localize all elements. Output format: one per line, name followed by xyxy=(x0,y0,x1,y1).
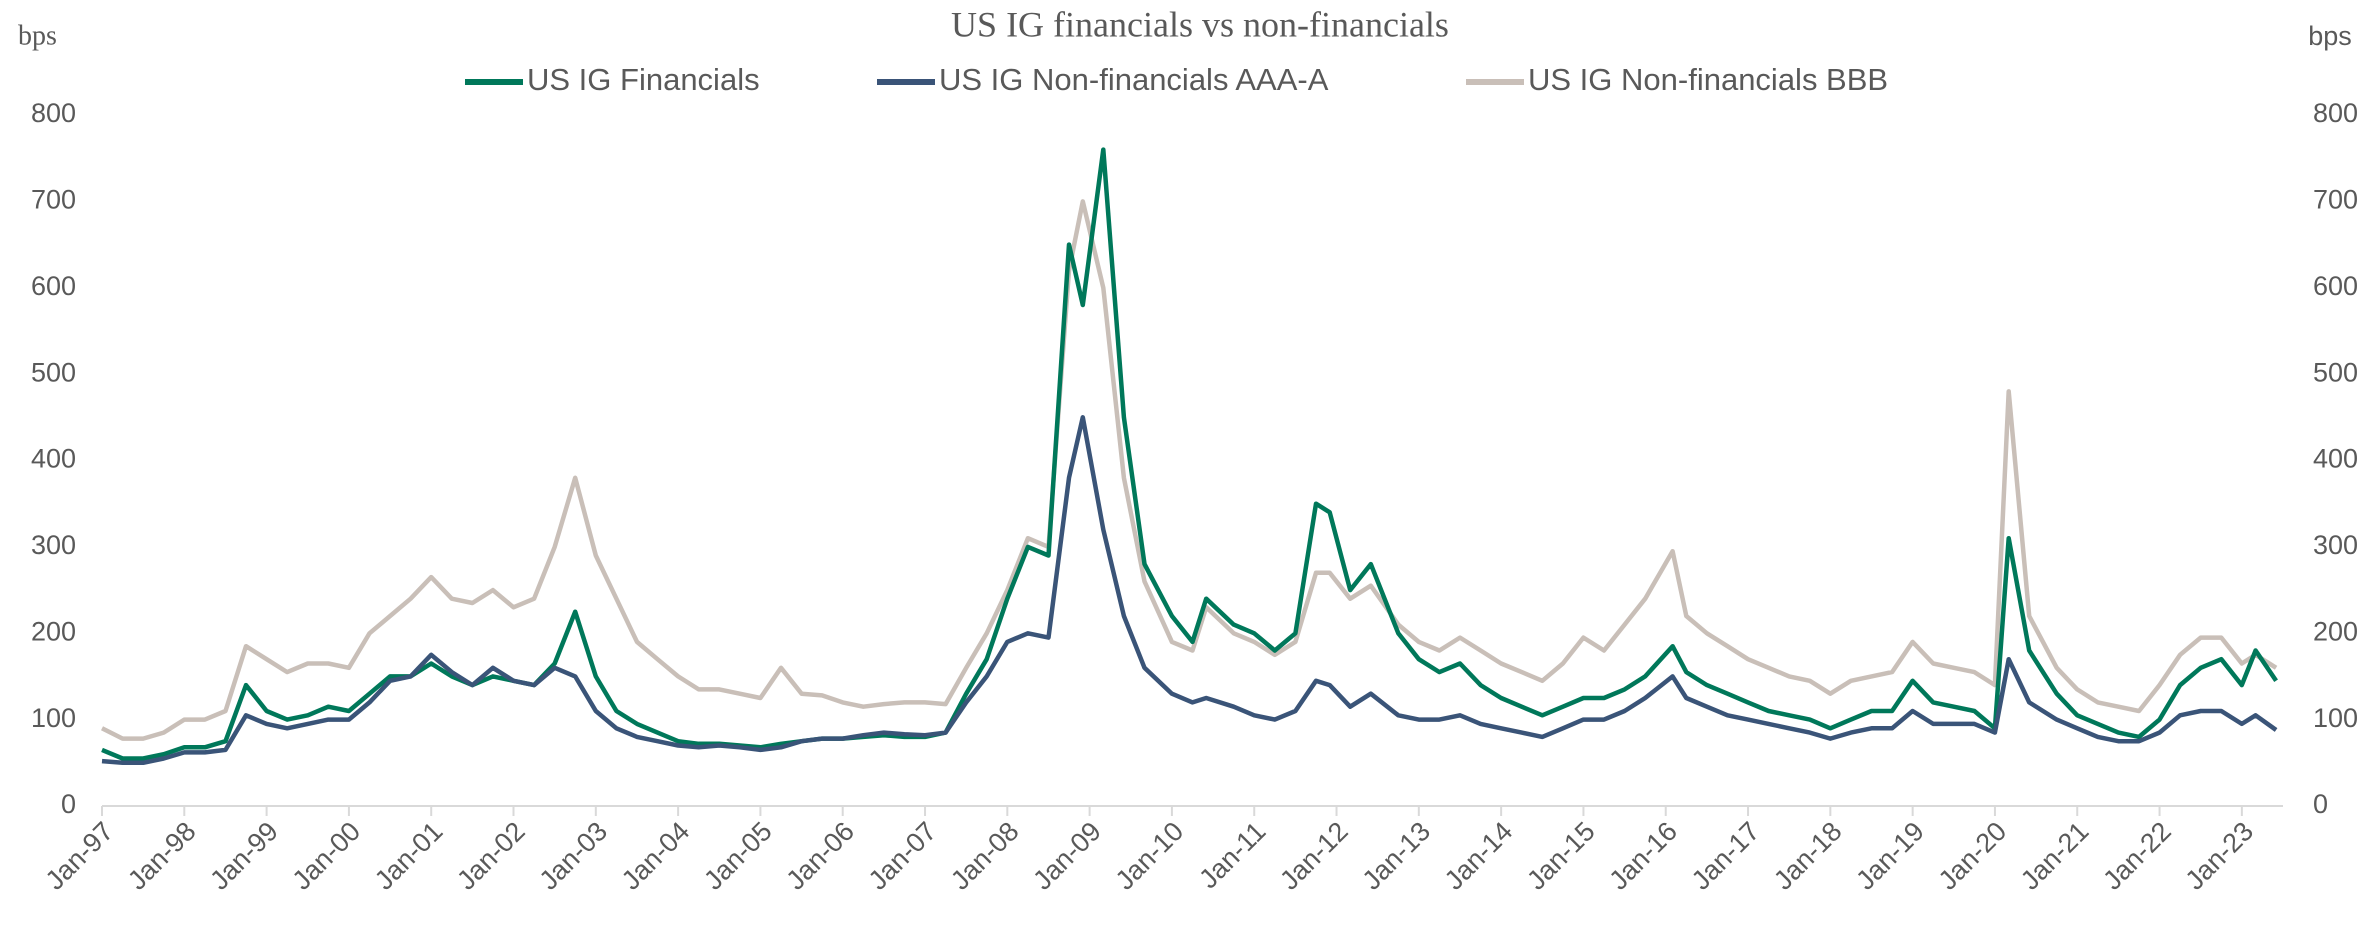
y2-axis-label: bps xyxy=(2308,21,2352,51)
x-tick-label: Jan-04 xyxy=(616,816,696,896)
legend-label: US IG Financials xyxy=(527,62,760,97)
x-tick-label: Jan-21 xyxy=(2015,816,2095,896)
y-tick-label: 800 xyxy=(31,98,76,128)
x-tick-label: Jan-13 xyxy=(1357,816,1437,896)
y-tick-label: 400 xyxy=(31,444,76,474)
x-tick-label: Jan-18 xyxy=(1768,816,1848,896)
series-line xyxy=(101,415,2278,766)
y2-tick-label: 300 xyxy=(2313,530,2358,560)
x-tick-label: Jan-00 xyxy=(287,816,367,896)
y-tick-label: 300 xyxy=(31,530,76,560)
legend-label: US IG Non-financials AAA-A xyxy=(939,62,1329,97)
x-tick-label: Jan-09 xyxy=(1027,816,1107,896)
x-tick-label: Jan-10 xyxy=(1110,816,1190,896)
x-tick-label: Jan-17 xyxy=(1686,816,1766,896)
x-tick-label: Jan-99 xyxy=(204,816,284,896)
y-tick-label: 0 xyxy=(61,789,76,819)
x-tick-label: Jan-01 xyxy=(369,816,449,896)
x-tick-label: Jan-05 xyxy=(698,816,778,896)
y-tick-label: 500 xyxy=(31,357,76,387)
legend-label: US IG Non-financials BBB xyxy=(1528,62,1888,97)
y2-tick-label: 0 xyxy=(2313,789,2328,819)
x-tick-label: Jan-07 xyxy=(863,816,943,896)
x-tick-label: Jan-06 xyxy=(780,816,860,896)
y2-tick-label: 400 xyxy=(2313,444,2358,474)
x-tick-label: Jan-98 xyxy=(122,816,202,896)
series-line xyxy=(100,199,2278,741)
x-tick-label: Jan-20 xyxy=(1933,816,2013,896)
x-tick-label: Jan-14 xyxy=(1439,816,1519,896)
x-tick-label: Jan-16 xyxy=(1603,816,1683,896)
x-tick-label: Jan-11 xyxy=(1193,816,1271,894)
x-tick-label: Jan-03 xyxy=(533,816,613,896)
chart-title: US IG financials vs non-financials xyxy=(951,4,1449,44)
y-tick-label: 100 xyxy=(31,703,76,733)
y2-tick-label: 100 xyxy=(2313,703,2358,733)
x-tick-label: Jan-22 xyxy=(2097,816,2177,896)
x-tick-label: Jan-12 xyxy=(1274,816,1354,896)
y2-tick-label: 700 xyxy=(2313,185,2358,215)
x-tick-label: Jan-15 xyxy=(1521,816,1601,896)
y-tick-label: 200 xyxy=(31,616,76,646)
x-tick-label: Jan-23 xyxy=(2180,816,2260,896)
x-tick-label: Jan-02 xyxy=(451,816,531,896)
y-axis-label: bps xyxy=(18,20,57,51)
y2-tick-label: 200 xyxy=(2313,616,2358,646)
x-tick-label: Jan-08 xyxy=(945,816,1025,896)
y2-tick-label: 800 xyxy=(2313,98,2358,128)
x-tick-label: Jan-19 xyxy=(1850,816,1930,896)
y-tick-label: 600 xyxy=(31,271,76,301)
y2-tick-label: 600 xyxy=(2313,271,2358,301)
y-tick-label: 700 xyxy=(31,185,76,215)
x-tick-label: Jan-97 xyxy=(40,816,120,896)
y2-tick-label: 500 xyxy=(2313,357,2358,387)
